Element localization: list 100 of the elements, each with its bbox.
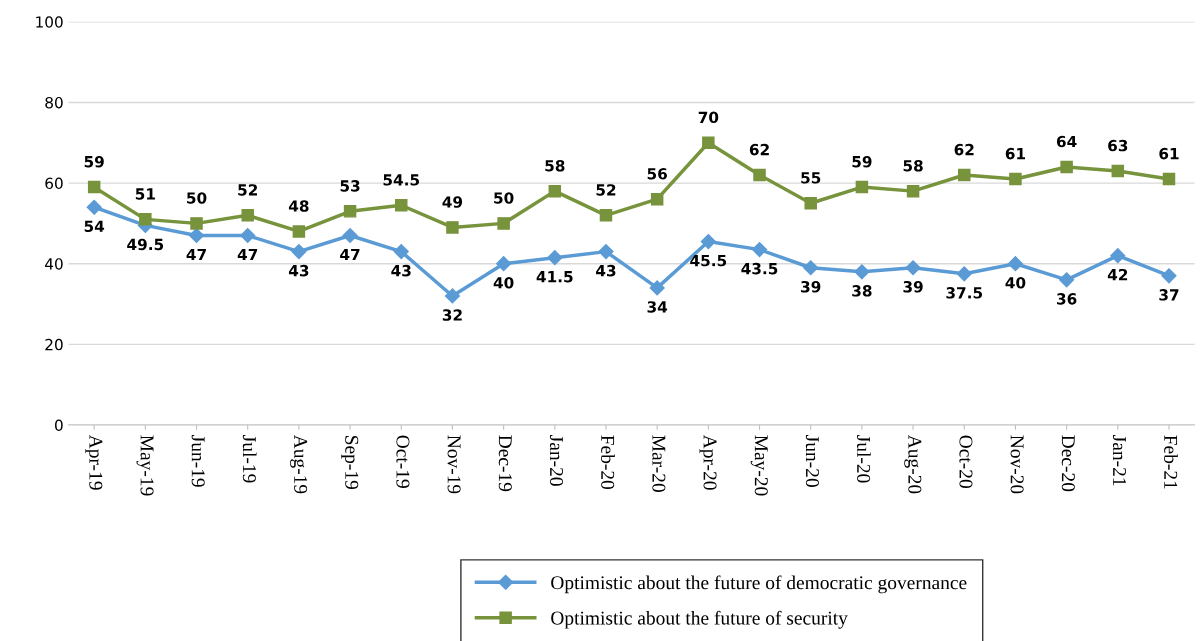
y-tick-label: 20	[45, 338, 63, 351]
point	[700, 233, 716, 250]
point	[1110, 248, 1126, 264]
data-label: 37.5	[946, 287, 983, 299]
point	[139, 213, 152, 226]
point	[650, 192, 664, 206]
x-tick-label: Feb-20	[601, 435, 615, 490]
data-label: 34	[647, 301, 668, 313]
legend-label: Optimistic about the future of security	[551, 610, 848, 629]
point	[87, 180, 101, 194]
data-label: 48	[288, 200, 309, 212]
x-tick-label: Apr-20	[699, 434, 717, 490]
data-label: 52	[238, 184, 258, 196]
data-label: 42	[1107, 268, 1128, 281]
data-label: 50	[187, 192, 207, 204]
x-tick-label: Jul-20	[857, 435, 871, 483]
y-tick-label: 40	[45, 258, 63, 270]
x-tick-label: Jun-19	[191, 435, 205, 487]
legend-label: Optimistic about the future of democratic governance	[551, 575, 967, 594]
x-tick-label: Oct-20	[959, 435, 973, 488]
x-tick-label: May-20	[750, 435, 768, 496]
point	[599, 209, 613, 222]
x-tick-label: Jun-20	[805, 435, 819, 487]
point	[548, 184, 562, 198]
data-label: 49	[442, 196, 463, 208]
point	[1060, 160, 1073, 174]
data-label: 47	[237, 248, 258, 261]
data-label: 70	[698, 111, 719, 124]
data-label: 63	[1108, 139, 1128, 152]
data-label: 54	[84, 220, 105, 233]
data-label: 36	[1057, 293, 1077, 305]
point	[753, 168, 766, 182]
point	[905, 260, 921, 276]
data-label: 53	[340, 180, 360, 192]
point	[854, 264, 870, 280]
data-label: 50	[494, 192, 514, 204]
x-tick-label: Mar-20	[652, 435, 666, 492]
point	[803, 260, 819, 276]
x-tick-label: Sep-19	[341, 436, 359, 489]
point	[190, 217, 203, 230]
data-label: 62	[749, 143, 769, 156]
data-label: 38	[852, 285, 872, 297]
point	[804, 196, 817, 210]
data-label: 64	[1056, 135, 1077, 148]
x-tick-label: Dec-19	[498, 435, 512, 492]
data-label: 61	[1005, 147, 1026, 160]
point	[240, 227, 256, 244]
point	[496, 256, 512, 272]
data-label: 62	[954, 143, 974, 156]
data-label: 39	[903, 281, 923, 293]
data-label: 47	[186, 248, 206, 261]
x-tick-label: Oct-19	[396, 435, 410, 488]
point	[751, 242, 768, 258]
point	[497, 217, 510, 230]
point	[86, 199, 102, 215]
point	[1161, 268, 1177, 284]
x-tick-label: Aug-20	[904, 434, 922, 494]
point	[906, 184, 920, 198]
data-label: 55	[801, 172, 821, 184]
point	[702, 136, 715, 150]
data-label: 39	[801, 281, 821, 293]
data-label: 43	[288, 264, 309, 277]
point	[1009, 172, 1022, 186]
data-label: 40	[1005, 276, 1026, 289]
data-label: 40	[493, 276, 514, 289]
point	[446, 221, 459, 234]
data-label: 58	[545, 159, 565, 172]
point	[291, 244, 307, 260]
point	[292, 225, 306, 238]
point	[343, 205, 357, 218]
y-tick-label: 60	[45, 177, 63, 190]
data-label: 59	[852, 155, 872, 168]
data-label: 59	[84, 155, 104, 168]
x-tick-label: Jan-21	[1112, 435, 1127, 486]
data-label: 37	[1159, 289, 1179, 301]
data-label: 58	[903, 159, 923, 172]
data-label: 47	[340, 248, 360, 261]
x-tick-label: Dec-20	[1061, 435, 1075, 492]
x-tick-label: Apr-19	[85, 434, 103, 490]
point	[1111, 164, 1125, 178]
point	[956, 266, 972, 282]
data-label: 32	[442, 309, 462, 321]
data-label: 43.5	[741, 262, 778, 275]
data-label: 51	[135, 188, 155, 200]
point	[855, 180, 869, 194]
x-tick-label: Jul-19	[242, 435, 257, 483]
point	[393, 244, 409, 260]
point	[958, 168, 971, 182]
point	[342, 227, 358, 244]
y-tick-label: 100	[36, 16, 63, 28]
x-tick-label: Nov-19	[447, 435, 461, 494]
data-label: 41.5	[536, 271, 573, 283]
point	[1059, 272, 1075, 288]
point	[1162, 172, 1176, 186]
point	[241, 209, 254, 222]
y-tick-label: 80	[45, 96, 63, 109]
point	[444, 288, 461, 304]
data-label: 54.5	[383, 174, 420, 186]
data-label: 61	[1159, 147, 1179, 160]
point	[547, 250, 563, 266]
